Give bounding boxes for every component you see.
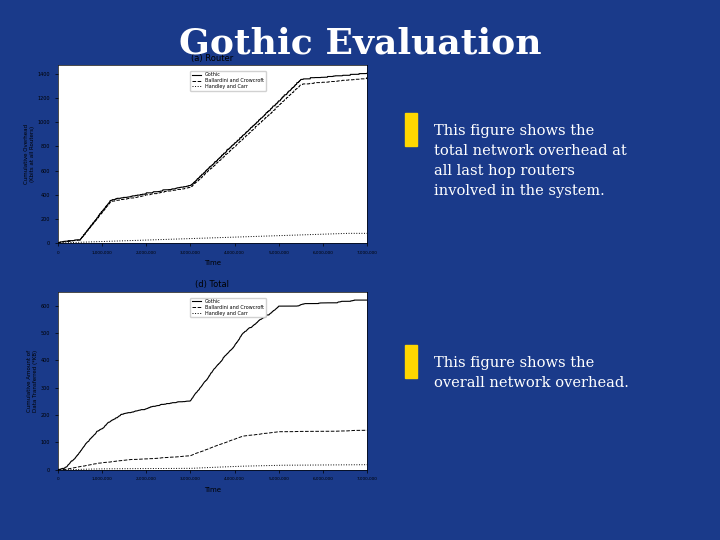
Ballardini and Crowcroft <box>297 428 306 435</box>
Title: (a) Router: (a) Router <box>192 53 233 63</box>
Gothic <box>196 385 204 392</box>
Gothic <box>69 238 78 244</box>
Handley and Carr <box>53 467 62 473</box>
Ballardini and Crowcroft <box>354 427 363 434</box>
Gothic <box>204 166 212 172</box>
Y-axis label: Cumulative Amount of
Data Transferred (*KB): Cumulative Amount of Data Transferred (*… <box>27 349 38 412</box>
Handley and Carr <box>69 239 78 246</box>
Gothic <box>363 297 372 303</box>
Ballardini and Crowcroft <box>69 237 78 244</box>
Ballardini and Crowcroft <box>297 81 306 87</box>
X-axis label: Time: Time <box>204 260 221 266</box>
Ballardini and Crowcroft <box>53 240 62 246</box>
Handley and Carr <box>354 230 363 237</box>
Line: Gothic: Gothic <box>58 73 367 243</box>
Text: This figure shows the
total network overhead at
all last hop routers
involved in: This figure shows the total network over… <box>433 124 626 198</box>
Line: Gothic: Gothic <box>58 300 367 470</box>
Text: This figure shows the
overall network overhead.: This figure shows the overall network ov… <box>433 356 629 390</box>
Ballardini and Crowcroft <box>363 427 372 434</box>
Handley and Carr <box>297 232 306 238</box>
Gothic <box>354 297 363 303</box>
Line: Handley and Carr: Handley and Carr <box>58 465 367 470</box>
Gothic <box>53 467 62 473</box>
Gothic <box>363 70 372 77</box>
Gothic <box>354 71 362 78</box>
Ballardini and Crowcroft <box>69 465 78 471</box>
Handley and Carr <box>354 462 362 468</box>
Ballardini and Crowcroft <box>354 427 362 434</box>
Gothic <box>297 76 306 83</box>
Gothic <box>354 71 363 78</box>
Handley and Carr <box>363 230 372 237</box>
Ballardini and Crowcroft <box>53 467 62 473</box>
Handley and Carr <box>363 462 372 468</box>
Ballardini and Crowcroft <box>204 446 212 452</box>
Ballardini and Crowcroft <box>196 449 204 455</box>
Ballardini and Crowcroft <box>196 175 204 181</box>
Bar <box>405 113 417 146</box>
Handley and Carr <box>341 230 349 237</box>
Gothic <box>69 456 78 463</box>
Handley and Carr <box>69 467 78 473</box>
Handley and Carr <box>354 462 363 468</box>
Handley and Carr <box>297 462 306 468</box>
Handley and Carr <box>196 465 204 471</box>
Handley and Carr <box>53 240 62 246</box>
Text: Gothic Evaluation: Gothic Evaluation <box>179 27 541 61</box>
Legend: Gothic, Ballardini and Crowcroft, Handley and Carr: Gothic, Ballardini and Crowcroft, Handle… <box>190 298 266 318</box>
Gothic <box>204 375 212 381</box>
Gothic <box>350 297 359 303</box>
Ballardini and Crowcroft <box>354 76 362 83</box>
Title: (d) Total: (d) Total <box>195 280 230 289</box>
Bar <box>405 345 417 378</box>
Line: Ballardini and Crowcroft: Ballardini and Crowcroft <box>58 430 367 470</box>
Gothic <box>196 173 204 179</box>
Ballardini and Crowcroft <box>361 427 369 434</box>
Ballardini and Crowcroft <box>363 75 372 81</box>
Handley and Carr <box>363 462 372 468</box>
Ballardini and Crowcroft <box>354 76 363 83</box>
Ballardini and Crowcroft <box>362 75 371 81</box>
Gothic <box>53 240 62 246</box>
Gothic <box>297 301 306 308</box>
X-axis label: Time: Time <box>204 487 221 493</box>
Ballardini and Crowcroft <box>204 168 212 174</box>
Line: Handley and Carr: Handley and Carr <box>58 233 367 243</box>
Legend: Gothic, Ballardini and Crowcroft, Handley and Carr: Gothic, Ballardini and Crowcroft, Handle… <box>190 71 266 91</box>
Gothic <box>354 297 363 303</box>
Gothic <box>362 70 371 77</box>
Handley and Carr <box>204 464 212 471</box>
Handley and Carr <box>196 235 204 241</box>
Handley and Carr <box>204 235 212 241</box>
Line: Ballardini and Crowcroft: Ballardini and Crowcroft <box>58 78 367 243</box>
Y-axis label: Cumulative Overhead
(Kbits at all Routers): Cumulative Overhead (Kbits at all Router… <box>24 124 35 184</box>
Handley and Carr <box>354 230 363 237</box>
